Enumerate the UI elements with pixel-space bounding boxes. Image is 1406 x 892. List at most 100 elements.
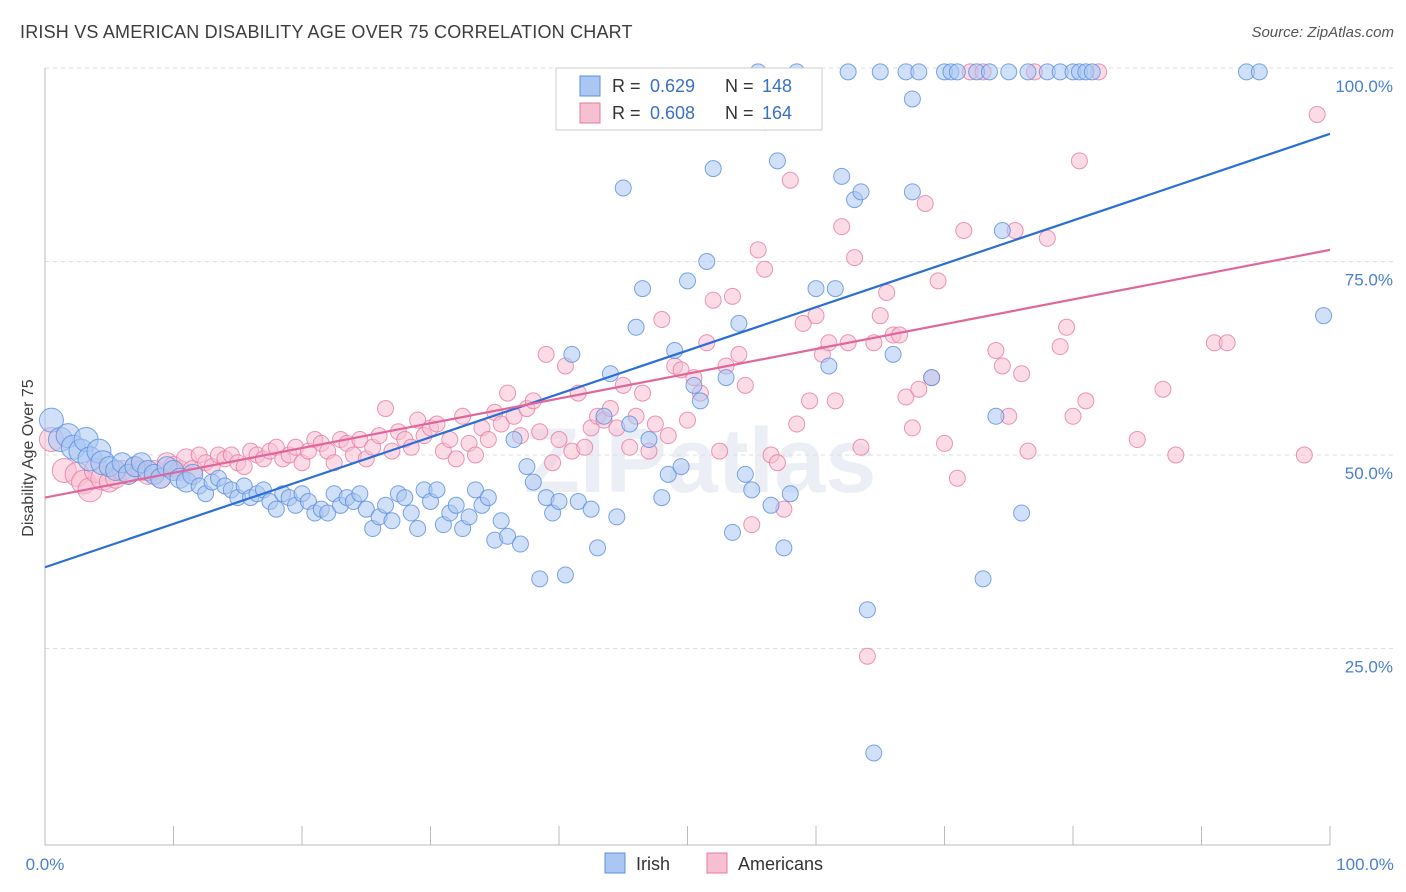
americans-point [788, 415, 806, 433]
irish-point [589, 539, 607, 557]
americans-point [1064, 407, 1082, 425]
x-ticks [44, 826, 1331, 845]
irish-point [659, 465, 677, 483]
americans-point [852, 438, 870, 456]
americans-point [1308, 105, 1326, 123]
irish-point [974, 570, 992, 588]
americans-point [499, 384, 517, 402]
irish-point [383, 512, 401, 530]
irish-point [466, 481, 484, 499]
irish-point [377, 496, 395, 514]
irish-point [723, 523, 741, 541]
irish-point [1000, 63, 1018, 81]
americans-point [646, 415, 664, 433]
americans-point [903, 419, 921, 437]
irish-point [923, 369, 941, 387]
irish-point [550, 492, 568, 510]
americans-point [1128, 431, 1146, 449]
y-tick-label: 25.0% [1345, 658, 1393, 677]
americans-point [537, 345, 555, 363]
irish-point [569, 492, 587, 510]
americans-point [736, 376, 754, 394]
americans-point [679, 411, 696, 429]
americans-point [743, 516, 761, 534]
legend-swatch-irish [579, 75, 601, 97]
americans-point [550, 431, 568, 449]
americans-point [768, 454, 786, 472]
irish-point [608, 508, 626, 526]
irish-point [1019, 63, 1037, 81]
y-tick-label: 100.0% [1335, 77, 1393, 96]
irish-point [428, 481, 446, 499]
irish-point [582, 500, 600, 518]
irish-point [736, 465, 754, 483]
americans-point [711, 442, 729, 460]
irish-point [479, 489, 497, 507]
legend-r-value-irish: 0.629 [650, 76, 695, 96]
americans-point [1295, 446, 1313, 464]
americans-point [544, 454, 562, 472]
irish-point [447, 496, 465, 514]
americans-point [858, 647, 876, 665]
irish-point [743, 481, 761, 499]
irish-point [1013, 504, 1031, 522]
irish-point [351, 485, 369, 503]
irish-point [518, 458, 536, 476]
americans-point [916, 194, 934, 212]
x-tick-label-min: 0.0% [26, 855, 65, 874]
americans-point [1167, 446, 1185, 464]
irish-point [396, 489, 414, 507]
irish-point [460, 508, 478, 526]
legend-r-label-americans: R = [612, 103, 641, 123]
irish-point [357, 500, 375, 518]
irish-point [948, 63, 966, 81]
americans-point [479, 431, 497, 449]
irish-point [319, 504, 337, 522]
legend-n-label-irish: N = [725, 76, 754, 96]
americans-point [698, 334, 716, 352]
americans-point [871, 307, 889, 325]
legend-n-value-irish: 148 [762, 76, 792, 96]
americans-point [833, 218, 851, 236]
irish-point [614, 179, 632, 197]
americans-point [794, 314, 812, 332]
americans-trend-line [44, 248, 1331, 499]
americans-point [531, 423, 549, 441]
americans-point [492, 415, 510, 433]
americans-points [38, 63, 1326, 665]
irish-point [1250, 63, 1268, 81]
y-tick-label: 75.0% [1345, 271, 1393, 290]
source-credit: Source: ZipAtlas.com [1251, 24, 1394, 41]
americans-point [447, 450, 465, 468]
americans-point [910, 380, 928, 398]
americans-point [929, 272, 947, 290]
americans-point [1154, 380, 1172, 398]
americans-point [466, 446, 484, 464]
irish-point [865, 744, 883, 762]
americans-point [659, 427, 677, 445]
irish-point [524, 473, 542, 491]
irish-point [987, 407, 1005, 425]
irish-point [980, 63, 998, 81]
legend-n-value-americans: 164 [762, 103, 792, 123]
americans-point [370, 427, 388, 445]
grid-lines [45, 67, 1395, 649]
americans-point [1070, 152, 1088, 170]
americans-point [1019, 442, 1037, 460]
americans-point [987, 342, 1005, 360]
irish-point [640, 431, 658, 449]
americans-point [704, 291, 722, 309]
americans-point [1077, 392, 1095, 410]
americans-point [781, 171, 799, 189]
y-axis-label: Disability Age Over 75 [20, 379, 37, 537]
irish-point [717, 369, 735, 387]
irish-point [653, 489, 671, 507]
irish-point [1083, 63, 1101, 81]
irish-point [858, 601, 876, 619]
irish-point [730, 314, 748, 332]
americans-point [653, 311, 671, 329]
americans-point [1038, 229, 1056, 247]
x-tick-label-max: 100.0% [1336, 855, 1394, 874]
irish-point [511, 535, 529, 553]
